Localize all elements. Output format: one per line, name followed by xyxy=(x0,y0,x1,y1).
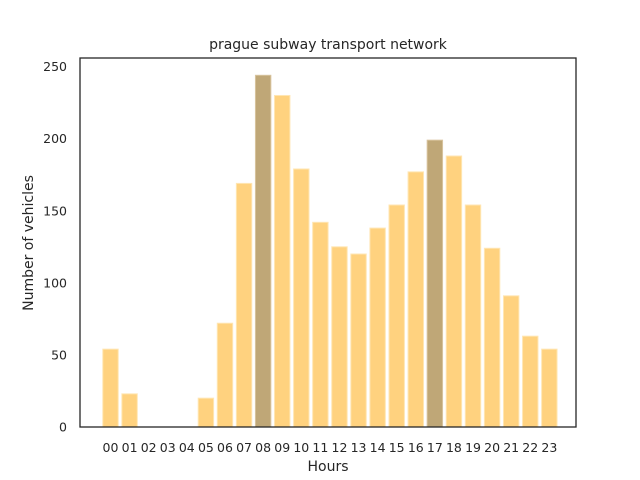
x-tick-label-07: 07 xyxy=(236,440,252,455)
chart-title: prague subway transport network xyxy=(209,37,448,53)
bar-05 xyxy=(197,397,215,428)
bar-01 xyxy=(121,393,138,428)
bar-00 xyxy=(102,348,119,428)
y-tick-label-100: 100 xyxy=(43,275,67,290)
y-tick-label-50: 50 xyxy=(51,347,67,362)
x-tick-label-04: 04 xyxy=(179,440,195,455)
x-tick-label-05: 05 xyxy=(198,440,214,455)
bar-23 xyxy=(541,348,558,428)
x-tick-label-03: 03 xyxy=(160,440,176,455)
bar-15 xyxy=(388,204,405,428)
x-tick-label-15: 15 xyxy=(389,440,405,455)
plot-frame xyxy=(79,57,577,428)
bar-10 xyxy=(293,168,310,428)
bar-17 xyxy=(426,139,444,428)
x-axis-ticks: 00 01 02 03 04 05 06 07 08 09 10 11 12 13 14 15 16 17 18 19… xyxy=(103,440,558,455)
bar-22 xyxy=(522,335,539,428)
bar-16 xyxy=(407,171,424,428)
x-tick-label-08: 08 xyxy=(255,440,271,455)
x-axis-label: Hours xyxy=(307,459,348,475)
y-tick-label-0: 0 xyxy=(59,420,67,435)
x-tick-label-14: 14 xyxy=(370,440,386,455)
x-tick-label-02: 02 xyxy=(141,440,157,455)
x-tick-label-17: 17 xyxy=(427,440,443,455)
x-tick-label-13: 13 xyxy=(351,440,367,455)
bar-19 xyxy=(464,204,482,428)
bar-21 xyxy=(502,295,520,428)
bar-12 xyxy=(331,246,348,428)
x-tick-label-22: 22 xyxy=(522,440,538,455)
x-tick-label-11: 11 xyxy=(312,440,328,455)
x-tick-label-00: 00 xyxy=(103,440,119,455)
bar-06 xyxy=(216,322,234,428)
bar-08 xyxy=(254,74,272,428)
bar-20 xyxy=(483,247,501,428)
x-tick-label-01: 01 xyxy=(122,440,138,455)
x-tick-label-21: 21 xyxy=(503,440,519,455)
bar-11 xyxy=(312,221,329,428)
x-tick-label-20: 20 xyxy=(484,440,500,455)
bar-18 xyxy=(445,155,463,428)
y-tick-label-200: 200 xyxy=(43,131,67,146)
bar-07 xyxy=(235,182,253,428)
bar-14 xyxy=(369,227,386,428)
y-axis-label: Number of vehicles xyxy=(21,175,37,311)
x-tick-label-19: 19 xyxy=(465,440,481,455)
y-axis-ticks: 0 50 100 150 200 250 xyxy=(43,59,67,434)
x-tick-label-12: 12 xyxy=(332,440,348,455)
x-tick-label-18: 18 xyxy=(446,440,462,455)
bar-13 xyxy=(350,253,367,428)
x-tick-label-10: 10 xyxy=(293,440,309,455)
x-tick-label-16: 16 xyxy=(408,440,424,455)
x-tick-label-09: 09 xyxy=(274,440,290,455)
x-tick-label-23: 23 xyxy=(541,440,557,455)
bars-group xyxy=(102,74,558,428)
y-tick-label-150: 150 xyxy=(43,203,67,218)
y-tick-label-250: 250 xyxy=(43,59,67,74)
x-tick-label-06: 06 xyxy=(217,440,233,455)
bar-09 xyxy=(274,94,291,428)
